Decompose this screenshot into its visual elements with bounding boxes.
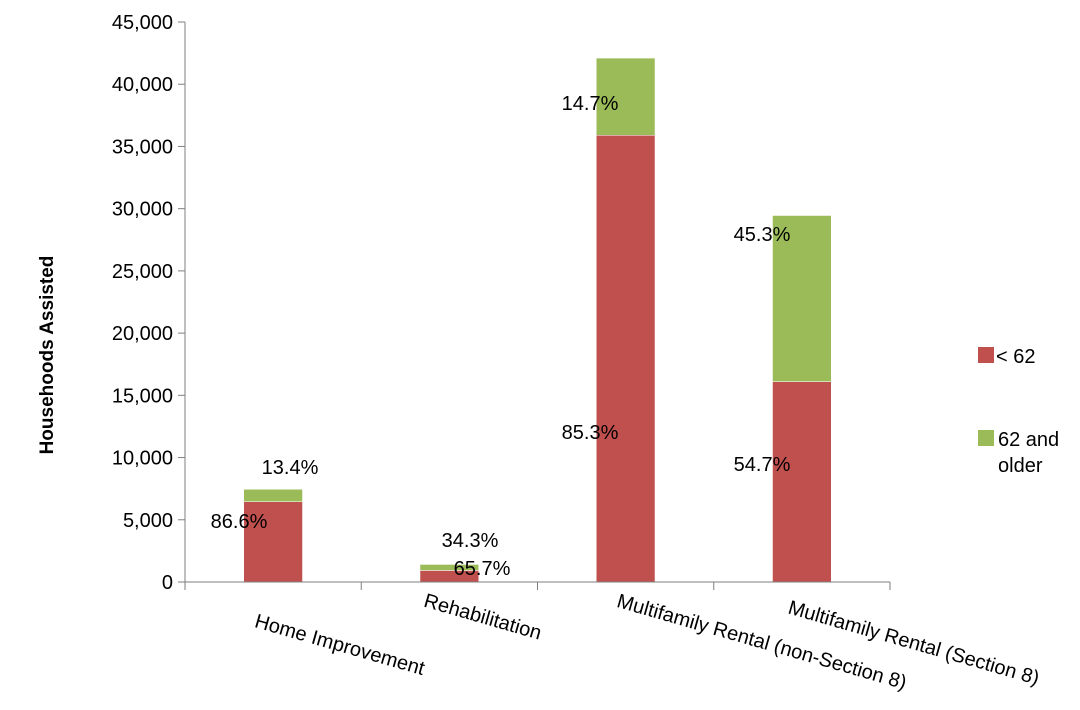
y-tick-label: 5,000 (123, 510, 173, 532)
y-tick-label: 35,000 (112, 136, 173, 158)
legend-label: 62 and older (998, 429, 1059, 477)
data-label: 34.3% (442, 530, 499, 552)
bar-segment-62-and-older (772, 215, 832, 382)
y-tick-label: 0 (162, 572, 173, 594)
y-tick-label: 25,000 (112, 261, 173, 283)
y-tick-label: 45,000 (112, 12, 173, 34)
legend-label-line: 62 and (998, 429, 1059, 451)
x-category-label: Multifamily Rental (non-Section 8) (614, 590, 909, 694)
data-label: 45.3% (734, 224, 791, 246)
legend-label-line: older (998, 455, 1043, 477)
legend-swatch-under-62 (978, 347, 994, 363)
data-label: 65.7% (454, 558, 511, 580)
y-tick-label: 10,000 (112, 448, 173, 470)
data-label: 14.7% (562, 93, 619, 115)
x-category-label: Home Improvement (252, 610, 427, 680)
data-label: 86.6% (211, 511, 268, 533)
data-label: 13.4% (262, 457, 319, 479)
bar-segment-62-and-older (419, 564, 479, 571)
y-tick-label: 20,000 (112, 323, 173, 345)
x-category-label: Multifamily Rental (Section 8) (786, 597, 1042, 690)
y-tick-label: 40,000 (112, 74, 173, 96)
x-category-label: Rehabilitation (421, 590, 544, 645)
y-tick-label: 30,000 (112, 199, 173, 221)
data-label: 54.7% (734, 454, 791, 476)
data-label: 85.3% (562, 422, 619, 444)
legend-label: < 62 (996, 346, 1035, 368)
y-tick-label: 15,000 (112, 385, 173, 407)
bar-segment-62-and-older (596, 57, 656, 136)
bar-segment-under-62 (772, 381, 832, 583)
bar-segment-62-and-older (243, 489, 303, 502)
bar-segment-under-62 (596, 134, 656, 583)
y-axis-title: Househoods Assisted (37, 256, 58, 455)
legend-swatch-62-and-older (978, 430, 994, 446)
